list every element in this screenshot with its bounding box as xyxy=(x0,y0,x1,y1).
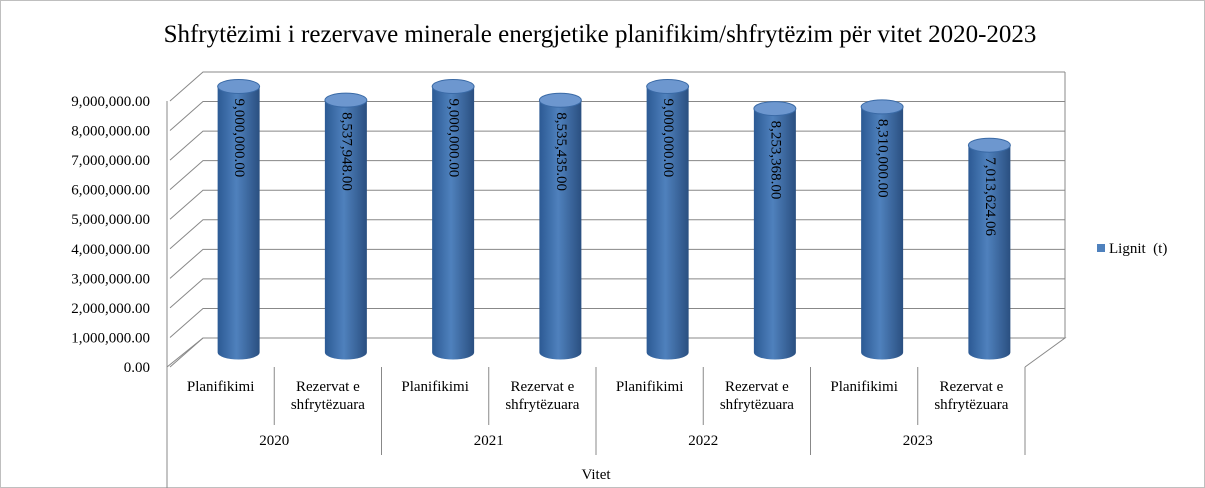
grid-line xyxy=(169,160,1065,191)
grid-line xyxy=(169,101,1065,131)
group-label: 2022 xyxy=(688,433,719,449)
value-label: 8,535,435.00 xyxy=(553,112,569,191)
x-tick-label: Rezervat e shfrytëzuara xyxy=(505,379,580,413)
x-tick-label: Planifikimi xyxy=(615,379,684,395)
value-label: 9,000,000.00 xyxy=(231,99,247,178)
y-tick-label: 0.00 xyxy=(124,360,150,376)
bar-top xyxy=(967,137,1011,153)
group-label: 2021 xyxy=(473,433,504,449)
value-label: 8,310,000.00 xyxy=(875,119,891,198)
y-tick-label: 1,000,000.00 xyxy=(71,330,150,346)
grid-line xyxy=(169,219,1065,250)
y-tick-label: 4,000,000.00 xyxy=(71,242,150,258)
y-tick-label: 8,000,000.00 xyxy=(71,124,150,140)
y-tick-label: 2,000,000.00 xyxy=(71,301,150,317)
grid-line xyxy=(169,337,1065,368)
bar xyxy=(539,100,582,360)
bar xyxy=(753,108,796,360)
bar xyxy=(324,100,367,360)
bar-top xyxy=(860,99,904,115)
legend-swatch xyxy=(1097,244,1105,252)
bar-top xyxy=(324,92,368,108)
group-label: 2023 xyxy=(902,433,933,449)
x-axis-title: Vitet xyxy=(581,467,611,483)
bar xyxy=(968,145,1011,360)
bar-top xyxy=(538,92,582,108)
x-tick-label: Planifikimi xyxy=(186,379,255,395)
floor xyxy=(166,337,1067,368)
grid-line xyxy=(169,278,1065,309)
grid-line xyxy=(169,189,1065,220)
legend-label: Lignit (t) xyxy=(1109,241,1167,257)
bar-top xyxy=(646,79,690,94)
grid-line xyxy=(169,307,1065,338)
value-label: 9,000,000.00 xyxy=(660,99,676,178)
y-tick-label: 3,000,000.00 xyxy=(71,271,150,287)
x-tick-label: Rezervat e shfrytëzuara xyxy=(290,379,365,413)
chart-title: Shfrytëzimi i rezervave minerale energje… xyxy=(164,21,1037,48)
y-tick-label: 5,000,000.00 xyxy=(71,212,150,228)
value-label: 8,537,948.00 xyxy=(338,112,354,191)
x-tick-label: Rezervat e shfrytëzuara xyxy=(934,379,1009,413)
value-label: 7,013,624.06 xyxy=(982,157,998,236)
bar xyxy=(861,106,904,360)
grid-line xyxy=(169,248,1065,279)
bar-top xyxy=(753,101,797,117)
value-label: 8,253,368.00 xyxy=(767,121,783,200)
x-tick-label: Rezervat e shfrytëzuara xyxy=(719,379,794,413)
y-tick-label: 6,000,000.00 xyxy=(71,183,150,199)
grid-line xyxy=(169,130,1065,161)
group-label: 2020 xyxy=(259,433,290,449)
bar xyxy=(217,86,260,360)
bar xyxy=(432,86,475,360)
bar-top xyxy=(431,79,475,94)
x-tick-label: Planifikimi xyxy=(401,379,469,395)
bar-top xyxy=(217,79,261,94)
grid-line xyxy=(169,71,1065,102)
y-tick-label: 9,000,000.00 xyxy=(71,94,150,110)
x-tick-label: Planifikimi xyxy=(830,379,898,395)
bar xyxy=(646,86,689,360)
value-label: 9,000,000.00 xyxy=(446,99,462,178)
y-tick-label: 7,000,000.00 xyxy=(71,153,150,169)
